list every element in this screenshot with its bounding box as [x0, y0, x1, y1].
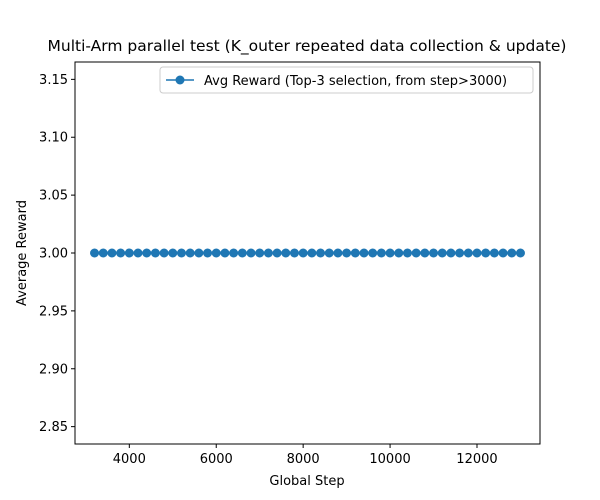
data-point [411, 248, 421, 258]
data-point [481, 248, 491, 258]
data-point [394, 248, 404, 258]
series-layer [90, 248, 525, 258]
data-point [107, 248, 117, 258]
data-point [159, 248, 169, 258]
data-point [429, 248, 439, 258]
data-point [116, 248, 126, 258]
data-point [272, 248, 282, 258]
data-point [359, 248, 369, 258]
data-point [385, 248, 395, 258]
data-point [489, 248, 499, 258]
data-point [281, 248, 291, 258]
x-tick-label: 6000 [200, 452, 233, 467]
data-point [263, 248, 273, 258]
data-point [333, 248, 343, 258]
data-point [255, 248, 265, 258]
y-tick-label: 3.10 [39, 131, 68, 146]
data-point [498, 248, 508, 258]
legend-marker-swatch [175, 75, 185, 85]
y-tick-label: 2.95 [39, 304, 68, 319]
x-axis-label: Global Step [269, 474, 344, 489]
data-point [376, 248, 386, 258]
legend: Avg Reward (Top-3 selection, from step>3… [159, 66, 534, 94]
data-point [515, 248, 525, 258]
data-point [168, 248, 178, 258]
x-tick-label: 12000 [456, 452, 497, 467]
data-point [246, 248, 256, 258]
data-point [185, 248, 195, 258]
data-point [237, 248, 247, 258]
data-point [203, 248, 213, 258]
x-tick-label: 8000 [287, 452, 320, 467]
data-point [402, 248, 412, 258]
data-point [98, 248, 108, 258]
y-tick-label: 3.05 [39, 189, 68, 204]
data-point [455, 248, 465, 258]
data-point [463, 248, 473, 258]
data-point [307, 248, 317, 258]
data-point [133, 248, 143, 258]
x-axis-ticks: 4000 6000 8000 10000 12000 [113, 444, 498, 467]
y-axis-ticks: 2.85 2.90 2.95 3.00 3.05 3.10 3.15 [39, 73, 75, 435]
plot-frame [74, 61, 541, 445]
y-tick-label: 2.85 [39, 420, 68, 435]
x-tick-label: 4000 [113, 452, 146, 467]
data-point [142, 248, 152, 258]
data-point [350, 248, 360, 258]
chart-title: Multi-Arm parallel test (K_outer repeate… [48, 37, 567, 56]
data-point [420, 248, 430, 258]
legend-label: Avg Reward (Top-3 selection, from step>3… [204, 74, 507, 89]
data-point [368, 248, 378, 258]
y-axis-label: Average Reward [15, 200, 30, 306]
data-point [342, 248, 352, 258]
data-point [437, 248, 447, 258]
data-point [124, 248, 134, 258]
y-tick-label: 2.90 [39, 362, 68, 377]
data-point [194, 248, 204, 258]
data-point [472, 248, 482, 258]
legend-box [159, 66, 534, 94]
data-point [150, 248, 160, 258]
y-tick-label: 3.00 [39, 247, 68, 262]
x-tick-label: 10000 [369, 452, 410, 467]
data-point [298, 248, 308, 258]
data-point [220, 248, 230, 258]
data-point [289, 248, 299, 258]
data-point [211, 248, 221, 258]
data-point [324, 248, 334, 258]
data-point [316, 248, 326, 258]
y-tick-label: 3.15 [39, 73, 68, 88]
data-point [507, 248, 517, 258]
data-point [446, 248, 456, 258]
data-point [90, 248, 100, 258]
data-point [176, 248, 186, 258]
data-point [229, 248, 239, 258]
